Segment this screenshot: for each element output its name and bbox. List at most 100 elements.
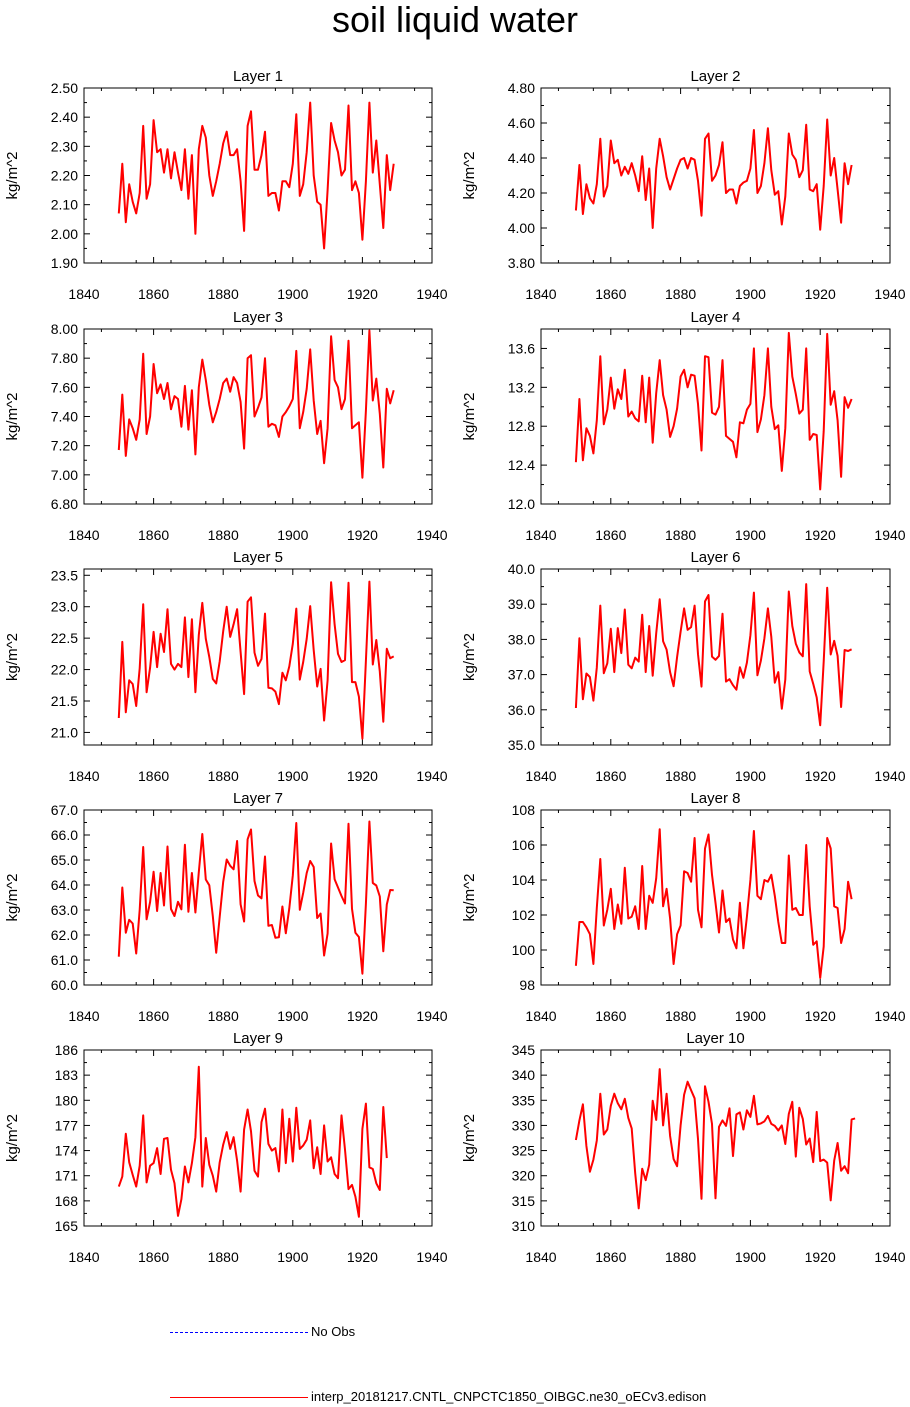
y-tick-label: 4.60 xyxy=(508,115,535,131)
x-tick-label: 1860 xyxy=(595,1008,626,1024)
x-tick-label: 1860 xyxy=(138,768,169,784)
x-tick-label: 1920 xyxy=(805,286,836,302)
x-tick-label: 1900 xyxy=(277,1249,308,1265)
y-tick-label: 23.0 xyxy=(51,599,78,615)
legend-obs: No Obs xyxy=(170,1322,470,1342)
x-tick-label: 1940 xyxy=(874,768,905,784)
x-tick-label: 1920 xyxy=(347,1008,378,1024)
y-tick-label: 38.0 xyxy=(508,631,535,647)
y-tick-label: 310 xyxy=(512,1218,536,1234)
chart-title: Layer 10 xyxy=(686,1030,744,1047)
series-line-1 xyxy=(574,331,853,491)
x-tick-label: 1900 xyxy=(735,286,766,302)
x-tick-label: 1900 xyxy=(277,768,308,784)
chart-ylabel: kg/m^2 xyxy=(4,633,21,681)
series-line-1 xyxy=(117,820,394,975)
x-tick-label: 1840 xyxy=(525,1249,556,1265)
y-tick-label: 35.0 xyxy=(508,737,535,753)
series-line-1 xyxy=(117,101,395,250)
chart-ylabel: kg/m^2 xyxy=(461,152,478,200)
y-tick-label: 67.0 xyxy=(51,802,78,818)
x-tick-label: 1840 xyxy=(68,286,99,302)
chart-layer-7: Layer 7 kg/m^2 1840 1860 1880 1900 1920 1940 60.… xyxy=(4,790,448,1024)
x-tick-label: 1940 xyxy=(416,1249,447,1265)
y-tick-label: 21.0 xyxy=(51,724,78,740)
x-tick-label: 1880 xyxy=(665,768,696,784)
y-tick-label: 183 xyxy=(55,1067,79,1083)
x-tick-label: 1860 xyxy=(138,1008,169,1024)
x-tick-label: 1860 xyxy=(138,527,169,543)
chart-ylabel: kg/m^2 xyxy=(461,393,478,441)
chart-ylabel: kg/m^2 xyxy=(4,874,21,922)
series-line-1 xyxy=(574,828,853,979)
chart-layer-9: Layer 9 kg/m^2 1840 1860 1880 1900 1920 1940 165… xyxy=(4,1030,448,1265)
y-tick-label: 22.5 xyxy=(51,630,78,646)
y-tick-label: 165 xyxy=(55,1218,79,1234)
x-tick-label: 1920 xyxy=(347,1249,378,1265)
legend-model: interp_20181217.CNTL_CNPCTC1850_OIBGC.ne… xyxy=(170,1387,890,1407)
legend-obs-line xyxy=(170,1332,308,1333)
chart-title: Layer 8 xyxy=(690,790,740,807)
x-tick-label: 1940 xyxy=(874,286,905,302)
y-tick-label: 12.0 xyxy=(508,496,535,512)
y-tick-label: 6.80 xyxy=(51,496,78,512)
y-tick-label: 4.00 xyxy=(508,220,535,236)
x-tick-label: 1860 xyxy=(138,1249,169,1265)
x-tick-label: 1880 xyxy=(208,768,239,784)
y-tick-label: 320 xyxy=(512,1168,536,1184)
y-tick-label: 7.20 xyxy=(51,438,78,454)
y-tick-label: 64.0 xyxy=(51,877,78,893)
x-tick-label: 1880 xyxy=(208,1008,239,1024)
y-tick-label: 62.0 xyxy=(51,927,78,943)
y-tick-label: 2.20 xyxy=(51,168,78,184)
y-tick-label: 340 xyxy=(512,1067,536,1083)
chart-frame xyxy=(540,1049,891,1227)
x-tick-label: 1860 xyxy=(595,286,626,302)
x-tick-label: 1840 xyxy=(68,768,99,784)
chart-layer-3: Layer 3 kg/m^2 1840 1860 1880 1900 1920 1940 6.8… xyxy=(4,309,448,543)
y-tick-label: 66.0 xyxy=(51,827,78,843)
legend-model-label: interp_20181217.CNTL_CNPCTC1850_OIBGC.ne… xyxy=(311,1389,707,1404)
y-tick-label: 1.90 xyxy=(51,255,78,271)
y-tick-label: 4.80 xyxy=(508,80,535,96)
y-tick-label: 60.0 xyxy=(51,977,78,993)
y-tick-label: 168 xyxy=(55,1193,79,1209)
y-tick-label: 180 xyxy=(55,1092,79,1108)
y-tick-label: 325 xyxy=(512,1143,536,1159)
chart-frame xyxy=(83,1049,433,1227)
x-tick-label: 1880 xyxy=(665,527,696,543)
chart-layer-5: Layer 5 kg/m^2 1840 1860 1880 1900 1920 1940 21.… xyxy=(4,549,448,784)
y-tick-label: 2.50 xyxy=(51,80,78,96)
x-tick-label: 1940 xyxy=(874,527,905,543)
y-tick-label: 2.10 xyxy=(51,197,78,213)
chart-title: Layer 5 xyxy=(233,549,283,566)
chart-layer-10: Layer 10 kg/m^2 1840 1860 1880 1900 1920 1940 31… xyxy=(461,1030,906,1265)
y-tick-label: 174 xyxy=(55,1143,79,1159)
figure-title: soil liquid water xyxy=(331,0,579,40)
legend-obs-label: No Obs xyxy=(311,1324,356,1339)
x-tick-label: 1880 xyxy=(665,286,696,302)
y-tick-label: 4.40 xyxy=(508,150,535,166)
x-tick-label: 1860 xyxy=(595,768,626,784)
chart-ylabel: kg/m^2 xyxy=(4,393,21,441)
y-tick-label: 21.5 xyxy=(51,693,78,709)
y-tick-label: 102 xyxy=(512,907,536,923)
x-tick-label: 1940 xyxy=(874,1249,905,1265)
chart-layer-1: Layer 1 kg/m^2 1840 1860 1880 1900 1920 1940 1.9… xyxy=(4,68,448,302)
y-tick-label: 22.0 xyxy=(51,662,78,678)
x-tick-label: 1920 xyxy=(347,527,378,543)
y-tick-label: 315 xyxy=(512,1193,536,1209)
x-tick-label: 1880 xyxy=(665,1008,696,1024)
y-tick-label: 106 xyxy=(512,837,536,853)
y-tick-label: 345 xyxy=(512,1042,536,1058)
chart-layer-4: Layer 4 kg/m^2 1840 1860 1880 1900 1920 1940 12.… xyxy=(461,309,906,543)
series-line-1 xyxy=(117,580,395,740)
chart-layer-6: Layer 6 kg/m^2 1840 1860 1880 1900 1920 1940 35.… xyxy=(461,549,906,784)
chart-ylabel: kg/m^2 xyxy=(461,874,478,922)
x-tick-label: 1940 xyxy=(416,527,447,543)
x-tick-label: 1860 xyxy=(138,286,169,302)
y-tick-label: 108 xyxy=(512,802,536,818)
series-line-1 xyxy=(117,1065,388,1218)
x-tick-label: 1840 xyxy=(68,1249,99,1265)
